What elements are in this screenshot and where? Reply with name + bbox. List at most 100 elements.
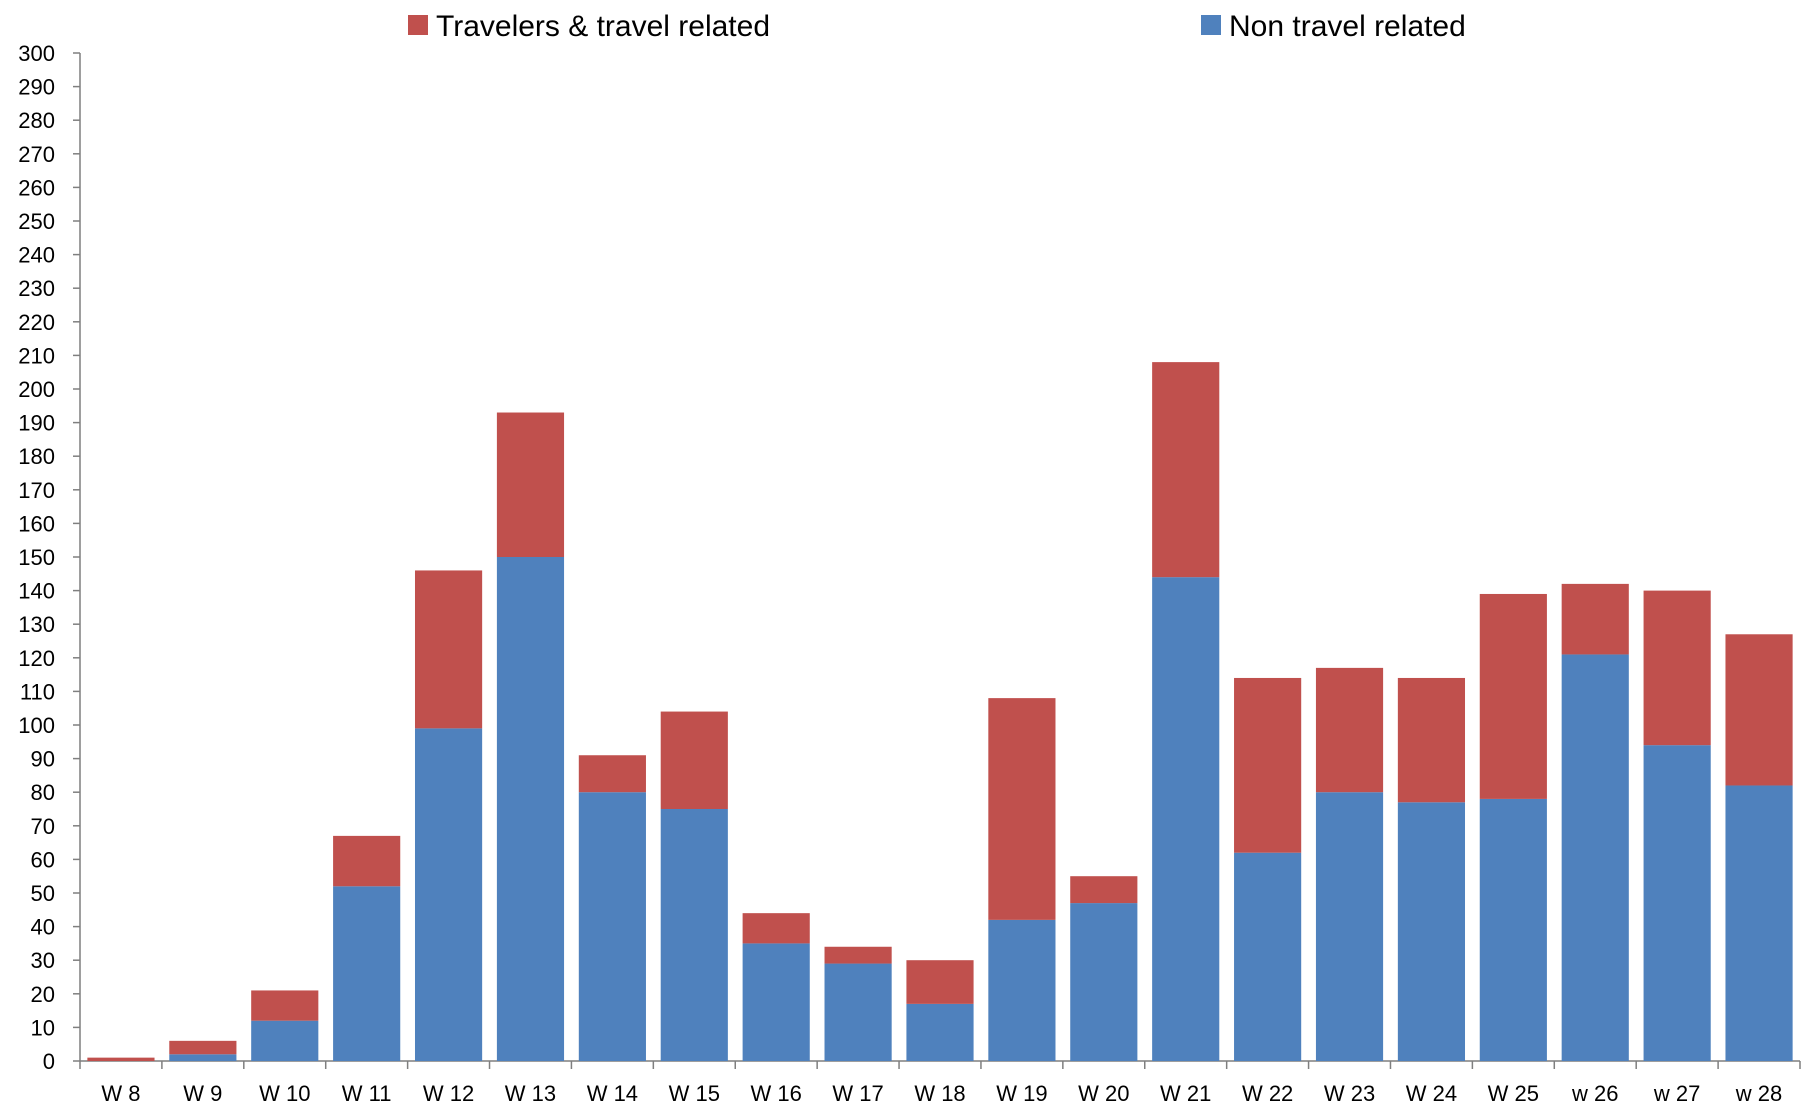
- bar-segment-non-travel: [578, 792, 646, 1061]
- y-tick-label: 290: [18, 75, 55, 100]
- bar-segment-travel: [824, 946, 892, 964]
- bar-segment-non-travel: [906, 1003, 974, 1061]
- bar-segment-non-travel: [1070, 903, 1138, 1061]
- bar-segment-non-travel: [1397, 802, 1466, 1061]
- y-tick-label: 220: [18, 310, 55, 335]
- bars: [87, 362, 1793, 1061]
- bar-segment-travel: [988, 698, 1056, 920]
- x-axis: W 8 W 9 W 10 W 11 W 12 W 13 W 14 W 15 W 16 W 17 W …: [79, 1060, 1801, 1106]
- bar-segment-travel: [87, 1057, 155, 1061]
- bar-segment-non-travel: [1725, 785, 1793, 1061]
- bar-segment-travel: [333, 835, 401, 887]
- x-tick-label: w 28: [1735, 1081, 1782, 1106]
- bar-segment-non-travel: [333, 886, 401, 1061]
- bar-segment-travel: [496, 412, 565, 557]
- x-tick-label: W 13: [505, 1081, 556, 1106]
- x-tick-label: W 23: [1324, 1081, 1375, 1106]
- x-tick-label: W 9: [183, 1081, 222, 1106]
- legend-label: Travelers & travel related: [436, 10, 770, 43]
- y-tick-label: 250: [18, 209, 55, 234]
- bar-segment-non-travel: [496, 557, 565, 1061]
- bar-segment-non-travel: [1561, 654, 1629, 1061]
- x-tick-label: W 14: [587, 1081, 638, 1106]
- y-tick-label: 190: [18, 411, 55, 436]
- bar-segment-non-travel: [1152, 577, 1220, 1061]
- bar-segment-non-travel: [988, 919, 1056, 1061]
- y-tick-label: 140: [18, 579, 55, 604]
- bar-segment-travel: [169, 1040, 237, 1055]
- legend-swatch: [408, 15, 428, 35]
- x-tick-label: w 26: [1571, 1081, 1618, 1106]
- legend-swatch: [1201, 15, 1221, 35]
- y-tick-label: 270: [18, 142, 55, 167]
- y-tick-label: 50: [31, 881, 55, 906]
- bar-segment-travel: [1315, 667, 1384, 793]
- bar-segment-travel: [1479, 593, 1547, 799]
- bar-segment-travel: [1397, 677, 1466, 803]
- y-tick-label: 100: [18, 713, 55, 738]
- y-tick-label: 240: [18, 243, 55, 268]
- x-tick-label: W 12: [423, 1081, 474, 1106]
- x-tick-label: W 11: [342, 1081, 392, 1106]
- bar-segment-travel: [1561, 583, 1629, 655]
- bar-segment-travel: [578, 755, 646, 793]
- y-tick-label: 80: [31, 780, 55, 805]
- y-tick-label: 60: [31, 847, 55, 872]
- x-tick-label: w 27: [1653, 1081, 1700, 1106]
- y-tick-label: 20: [31, 982, 55, 1007]
- bar-segment-non-travel: [660, 809, 728, 1061]
- y-tick-label: 260: [18, 175, 55, 200]
- bar-segment-non-travel: [1234, 852, 1302, 1061]
- bar-segment-non-travel: [1315, 792, 1384, 1061]
- y-tick-label: 180: [18, 444, 55, 469]
- y-tick-label: 40: [31, 915, 55, 940]
- x-tick-label: W 16: [751, 1081, 802, 1106]
- y-tick-label: 30: [31, 948, 55, 973]
- y-tick-label: 10: [31, 1015, 55, 1040]
- x-tick-label: W 18: [914, 1081, 965, 1106]
- x-tick-label: W 21: [1160, 1081, 1211, 1106]
- bar-segment-non-travel: [414, 728, 483, 1061]
- bar-segment-non-travel: [824, 963, 892, 1061]
- bar-segment-travel: [251, 990, 319, 1021]
- x-tick-label: W 10: [259, 1081, 310, 1106]
- legend: Travelers & travel related Non travel rel…: [408, 10, 1466, 43]
- y-tick-label: 280: [18, 108, 55, 133]
- x-tick-label: W 22: [1242, 1081, 1293, 1106]
- bar-segment-travel: [1070, 876, 1138, 904]
- bar-segment-travel: [414, 570, 483, 729]
- bar-segment-travel: [1152, 362, 1220, 578]
- y-tick-label: 110: [20, 679, 55, 704]
- x-tick-label: W 17: [832, 1081, 883, 1106]
- bar-segment-travel: [742, 913, 810, 944]
- x-tick-label: W 24: [1406, 1081, 1457, 1106]
- bar-segment-non-travel: [251, 1020, 319, 1061]
- x-tick-label: W 25: [1488, 1081, 1539, 1106]
- bar-segment-non-travel: [742, 943, 810, 1061]
- y-tick-label: 90: [31, 747, 55, 772]
- x-tick-label: W 8: [101, 1081, 140, 1106]
- y-axis: 0 10 20 30 40 50 60 70 80 90 100 110 120 130 140 150 160…: [18, 41, 81, 1074]
- bar-segment-non-travel: [169, 1054, 237, 1061]
- y-tick-label: 160: [18, 511, 55, 536]
- y-tick-label: 130: [18, 612, 55, 637]
- y-tick-label: 70: [31, 814, 55, 839]
- x-tick-label: W 15: [669, 1081, 720, 1106]
- y-tick-label: 200: [18, 377, 55, 402]
- bar-segment-travel: [660, 711, 728, 809]
- y-tick-label: 150: [18, 545, 55, 570]
- y-tick-label: 120: [18, 646, 55, 671]
- bar-segment-travel: [906, 960, 974, 1004]
- bar-segment-travel: [1725, 634, 1793, 786]
- x-tick-label: W 20: [1078, 1081, 1129, 1106]
- y-tick-label: 0: [43, 1049, 55, 1074]
- bar-segment-travel: [1234, 677, 1302, 853]
- y-tick-label: 210: [18, 343, 55, 368]
- bar-segment-non-travel: [1479, 798, 1547, 1061]
- x-tick-label: W 19: [996, 1081, 1047, 1106]
- legend-label: Non travel related: [1229, 10, 1466, 43]
- y-tick-label: 300: [18, 41, 55, 66]
- bar-segment-non-travel: [1643, 745, 1711, 1061]
